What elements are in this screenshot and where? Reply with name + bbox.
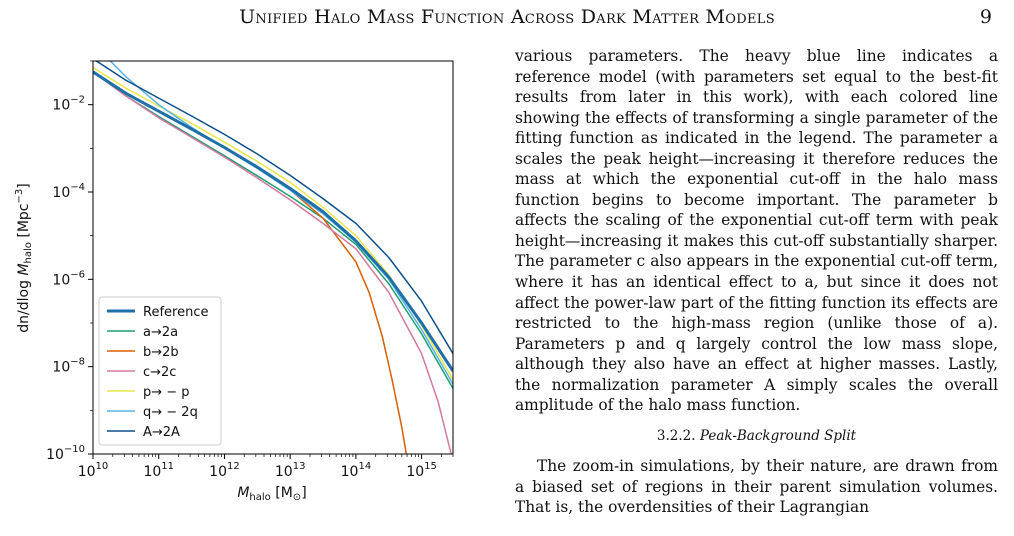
x-tick-label: 1013 [275, 461, 306, 480]
legend-label: a→2a [143, 325, 178, 340]
x-tick-label: 1014 [341, 461, 372, 480]
halo-mass-function-figure: 1010 1011 1012 1013 1014 1015 10−2 10−4 10−6 10−… [14, 60, 454, 503]
series-line-6 [95, 61, 453, 354]
subsection-number: 3.2.2. [656, 427, 696, 444]
running-title: Unified Halo Mass Function Across Dark M… [239, 6, 775, 28]
y-tick-label: 10−2 [52, 95, 85, 114]
y-tick-label: 10−10 [46, 444, 85, 463]
legend-label: b→2b [143, 345, 179, 360]
body-text-column: various parameters. The heavy blue line … [515, 46, 998, 518]
series-line-1 [93, 71, 453, 389]
y-tick-label: 10−6 [52, 269, 85, 288]
subsection-title: Peak-Background Split [699, 427, 857, 444]
x-tick-label: 1015 [406, 461, 437, 480]
subsection-heading: 3.2.2. Peak-Background Split [515, 426, 998, 447]
legend-box [98, 296, 222, 446]
series-line-0 [93, 70, 453, 372]
x-tick-label: 1012 [209, 461, 240, 480]
legend-label: c→2c [143, 365, 176, 380]
legend-label: p→ − p [143, 385, 190, 400]
legend: Reference a→2a b→2b c→2c p→ − p q→ − 2q A→2A [98, 296, 222, 446]
y-axis-label: dn/dlog Mhalo [Mpc−3] [14, 183, 34, 332]
legend-label: q→ − 2q [143, 405, 198, 420]
x-axis-label: Mhalo [M⊙] [237, 485, 306, 503]
legend-label: Reference [143, 305, 208, 320]
plot-frame [92, 60, 454, 455]
legend-label: A→2A [143, 425, 180, 440]
y-tick-label: 10−4 [52, 182, 85, 201]
x-tick-label: 1011 [143, 461, 174, 480]
y-tick-label: 10−8 [52, 357, 85, 376]
page-number: 9 [979, 6, 992, 28]
paragraph-zoom-in: The zoom-in simulations, by their nature… [515, 457, 998, 517]
paragraph-parameters: various parameters. The heavy blue line … [515, 47, 998, 415]
series-line-3 [93, 71, 452, 454]
x-tick-label: 1010 [78, 461, 109, 480]
